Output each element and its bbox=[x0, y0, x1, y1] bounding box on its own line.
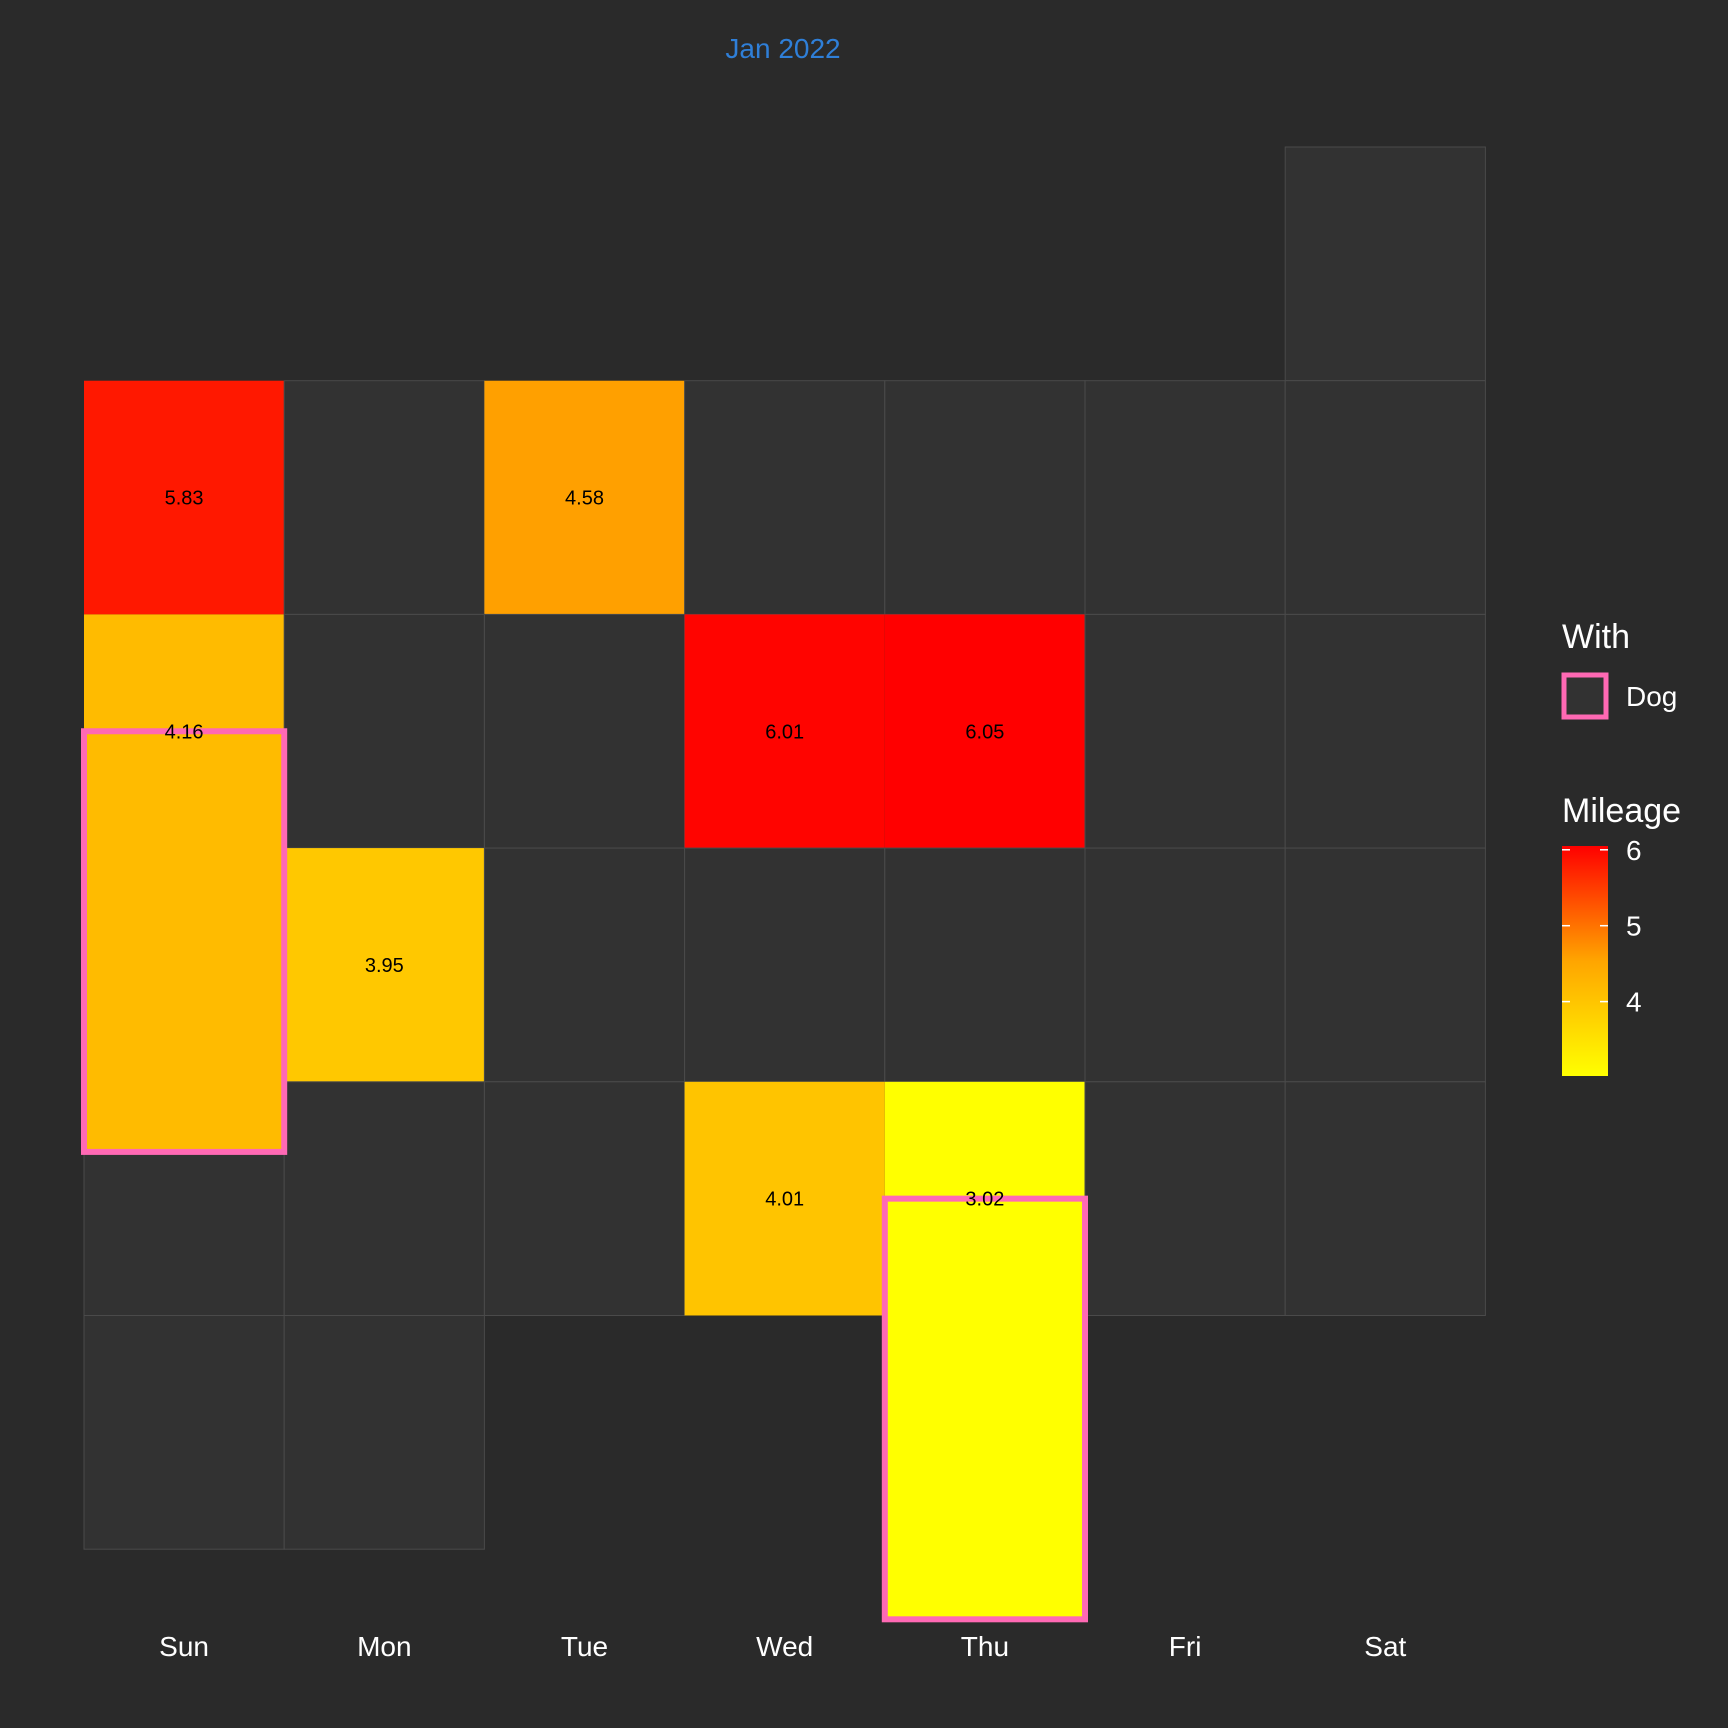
legend-with: With Dog bbox=[1561, 618, 1677, 720]
day-cell bbox=[1284, 380, 1486, 615]
mileage-labels: 5.83 4.58 4.16 6.01 6.05 3.95 4.01 3.02 bbox=[165, 488, 1005, 1211]
weekday-label: Fri bbox=[1169, 1631, 1202, 1662]
colorbar-tick-label: 4 bbox=[1626, 987, 1642, 1018]
dog-run-highlight bbox=[81, 728, 288, 1155]
weekday-label: Sat bbox=[1364, 1631, 1406, 1662]
mileage-label: 3.95 bbox=[365, 955, 404, 977]
day-cell bbox=[1284, 1081, 1486, 1317]
dog-run-highlight bbox=[881, 1195, 1088, 1623]
day-cell bbox=[884, 847, 1086, 1083]
run-cell bbox=[684, 614, 885, 849]
day-cell bbox=[1084, 613, 1286, 849]
weekday-label: Mon bbox=[357, 1631, 411, 1662]
legend-dog-label: Dog bbox=[1626, 681, 1677, 712]
calendar-grid bbox=[83, 146, 1486, 1550]
day-cell bbox=[83, 1315, 285, 1550]
weekday-label: Tue bbox=[561, 1631, 608, 1662]
day-cell bbox=[283, 613, 485, 849]
mileage-label: 4.58 bbox=[565, 488, 604, 510]
mileage-label: 6.05 bbox=[965, 721, 1004, 743]
day-cell bbox=[1284, 847, 1486, 1083]
weekday-label: Thu bbox=[961, 1631, 1009, 1662]
day-cell bbox=[483, 847, 686, 1083]
run-cell bbox=[884, 614, 1085, 849]
run-cell bbox=[284, 848, 485, 1082]
mileage-label: 4.01 bbox=[765, 1189, 804, 1211]
mileage-colorbar bbox=[1562, 846, 1608, 1076]
colorbar-tick-label: 5 bbox=[1626, 911, 1642, 942]
run-cell bbox=[484, 380, 685, 615]
dog-highlights bbox=[81, 728, 1088, 1623]
day-cell bbox=[684, 380, 886, 615]
day-cell bbox=[1084, 380, 1286, 615]
day-cell bbox=[1284, 146, 1486, 382]
day-cell bbox=[283, 1315, 485, 1550]
run-cell bbox=[684, 1081, 885, 1316]
day-cell bbox=[684, 847, 886, 1083]
day-cell bbox=[483, 1081, 686, 1317]
day-cell bbox=[1084, 847, 1286, 1083]
day-cell bbox=[884, 380, 1086, 615]
colorbar-tick-label: 6 bbox=[1626, 835, 1642, 866]
mileage-label: 3.02 bbox=[965, 1189, 1004, 1211]
weekday-label: Sun bbox=[159, 1631, 209, 1662]
mileage-label: 6.01 bbox=[765, 721, 804, 743]
day-cell bbox=[1084, 1081, 1286, 1317]
day-cell bbox=[483, 613, 686, 849]
mileage-label: 4.16 bbox=[165, 721, 204, 743]
day-cell bbox=[1284, 613, 1486, 849]
legend-with-title: With bbox=[1562, 618, 1630, 656]
day-cell bbox=[283, 1081, 485, 1317]
run-cell bbox=[84, 380, 285, 615]
day-cell bbox=[283, 380, 485, 615]
weekday-axis: Sun Mon Tue Wed Thu Fri Sat bbox=[159, 1631, 1406, 1662]
legend-mileage-title: Mileage bbox=[1562, 792, 1681, 830]
chart-title: Jan 2022 bbox=[725, 33, 840, 64]
mileage-label: 5.83 bbox=[165, 488, 204, 510]
weekday-label: Wed bbox=[756, 1631, 813, 1662]
legend-mileage: Mileage 4 5 6 bbox=[1562, 792, 1681, 1076]
legend-dog-key bbox=[1561, 672, 1609, 720]
